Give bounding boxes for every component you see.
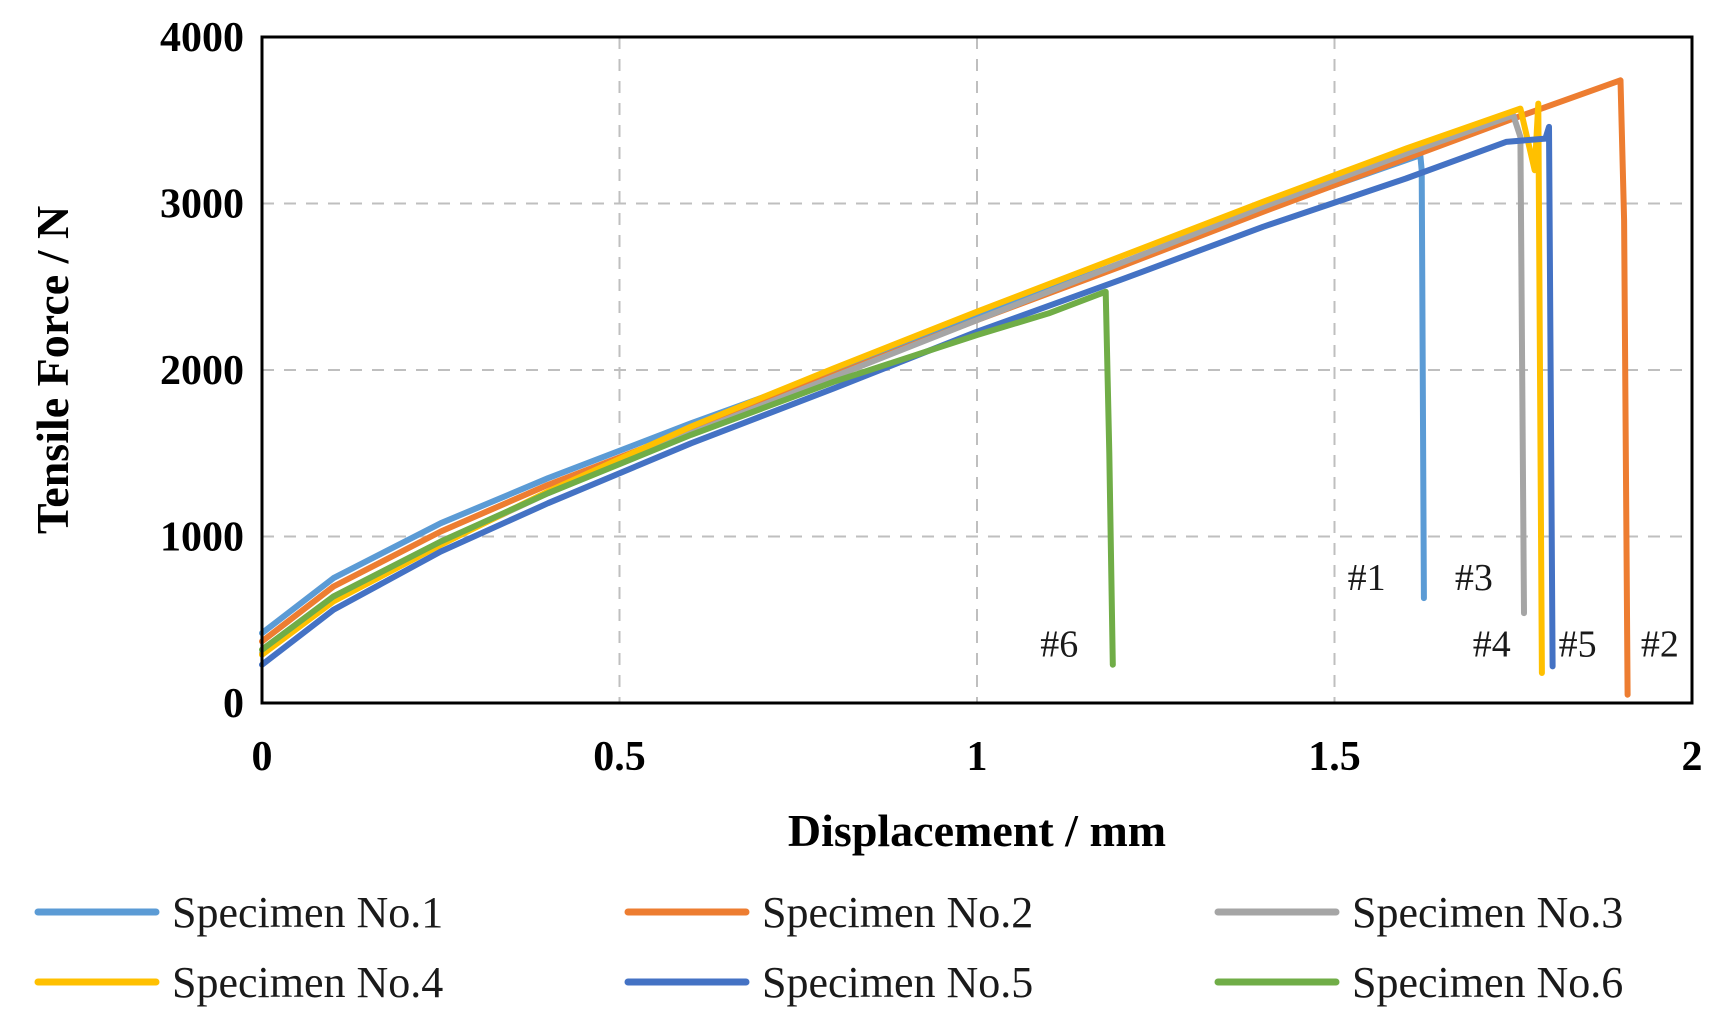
legend-label: Specimen No.4 [172, 958, 443, 1007]
x-tick-label: 2 [1682, 734, 1703, 780]
y-tick-label: 3000 [160, 182, 244, 228]
annotation-label: #6 [1040, 623, 1078, 665]
legend-item-specimen-1: Specimen No.1 [34, 888, 443, 937]
legend-item-specimen-3: Specimen No.3 [1214, 888, 1623, 937]
annotation-label: #2 [1641, 623, 1679, 665]
y-axis-title: Tensile Force / N [27, 206, 78, 534]
grid-lines [262, 37, 1692, 703]
plot-frame [260, 35, 1694, 705]
specimen-annotations: #1 #3 #6 #4 #5 #2 [1040, 557, 1679, 666]
x-tick-label: 0.5 [593, 734, 646, 780]
annotation-label: #4 [1473, 623, 1511, 665]
annotation-label: #3 [1455, 557, 1493, 599]
series-line-specimen-6 [259, 288, 1116, 668]
y-tick-label: 1000 [160, 515, 244, 561]
y-tick-label: 4000 [160, 15, 244, 61]
series-line-specimen-1 [259, 152, 1427, 637]
legend-item-specimen-2: Specimen No.2 [624, 888, 1033, 937]
x-tick-label: 1.5 [1308, 734, 1361, 780]
annotation-label: #5 [1559, 623, 1597, 665]
legend-item-specimen-6: Specimen No.6 [1214, 958, 1623, 1007]
annotation-label: #1 [1348, 557, 1386, 599]
legend-label: Specimen No.1 [172, 888, 443, 937]
y-tick-labels: 0 1000 2000 3000 4000 [160, 15, 244, 727]
x-tick-labels: 0 0.5 1 1.5 2 [252, 734, 1703, 780]
legend-label: Specimen No.3 [1352, 888, 1623, 937]
y-tick-label: 0 [223, 681, 244, 727]
legend-label: Specimen No.2 [762, 888, 1033, 937]
x-axis-title: Displacement / mm [788, 805, 1166, 856]
x-tick-label: 1 [967, 734, 988, 780]
legend-label: Specimen No.5 [762, 958, 1033, 1007]
legend-item-specimen-5: Specimen No.5 [624, 958, 1033, 1007]
series-lines [259, 77, 1631, 698]
legend-label: Specimen No.6 [1352, 958, 1623, 1007]
series-line-specimen-5 [259, 123, 1556, 670]
legend: Specimen No.1 Specimen No.2 Specimen No.3 S… [34, 888, 1623, 1007]
legend-item-specimen-4: Specimen No.4 [34, 958, 443, 1007]
y-tick-label: 2000 [160, 348, 244, 394]
x-tick-label: 0 [252, 734, 273, 780]
